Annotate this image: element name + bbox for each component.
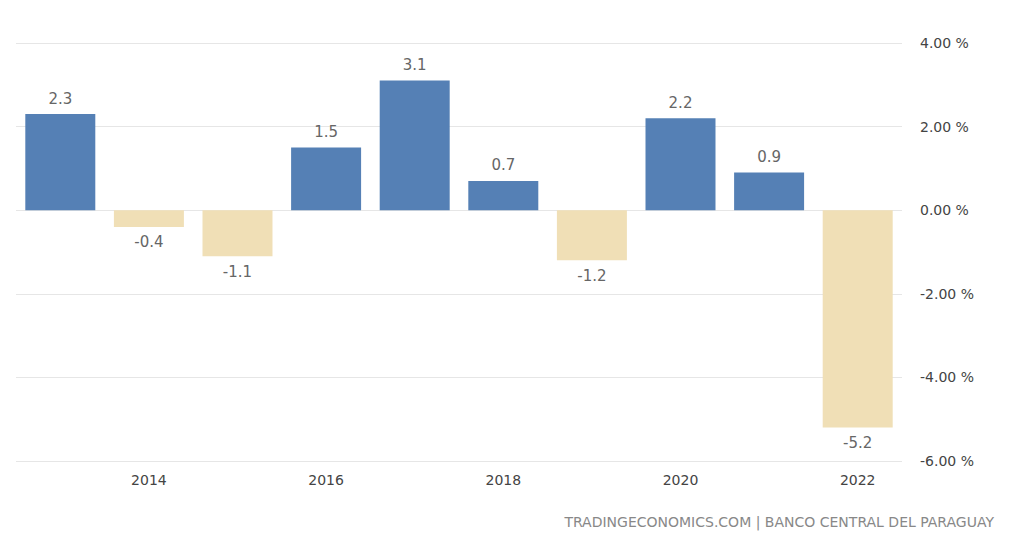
svg-text:4.00 %: 4.00 % (920, 35, 969, 51)
svg-text:2020: 2020 (663, 472, 699, 488)
svg-text:-6.00 %: -6.00 % (920, 453, 974, 469)
svg-text:-0.4: -0.4 (134, 233, 163, 251)
svg-text:0.9: 0.9 (757, 148, 781, 166)
svg-text:TRADINGECONOMICS.COM | BANCO C: TRADINGECONOMICS.COM | BANCO CENTRAL DEL… (563, 514, 994, 531)
svg-text:-1.1: -1.1 (223, 263, 252, 281)
svg-text:2.2: 2.2 (669, 94, 693, 112)
svg-text:-5.2: -5.2 (843, 434, 872, 452)
svg-text:1.5: 1.5 (314, 123, 338, 141)
svg-text:0.00 %: 0.00 % (920, 202, 969, 218)
svg-text:2.3: 2.3 (48, 90, 72, 108)
svg-text:2018: 2018 (485, 472, 521, 488)
svg-text:2014: 2014 (131, 472, 167, 488)
svg-text:-4.00 %: -4.00 % (920, 369, 974, 385)
svg-text:0.7: 0.7 (491, 156, 515, 174)
svg-text:2.00 %: 2.00 % (920, 119, 969, 135)
svg-text:3.1: 3.1 (403, 56, 427, 74)
svg-text:-2.00 %: -2.00 % (920, 286, 974, 302)
svg-text:2022: 2022 (840, 472, 876, 488)
svg-text:2016: 2016 (308, 472, 344, 488)
svg-text:-1.2: -1.2 (577, 267, 606, 285)
